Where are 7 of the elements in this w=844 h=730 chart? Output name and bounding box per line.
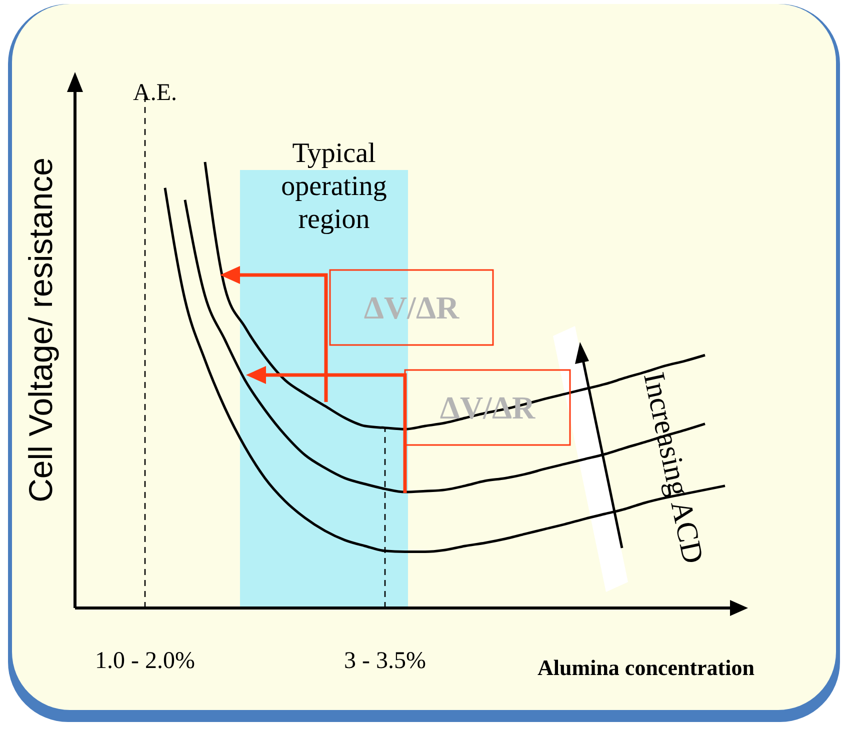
x-tick-label: 1.0 - 2.0%: [95, 648, 195, 674]
annotation: Typical operating region: [281, 138, 387, 235]
ref-line-label: A.E.: [133, 80, 177, 106]
annotation: Increasing ACD: [636, 370, 710, 566]
y-axis-title: Cell Voltage/ resistance: [22, 158, 59, 502]
x-tick-label: 3 - 3.5%: [344, 648, 426, 674]
x-axis-title: Alumina concentration: [538, 655, 754, 680]
